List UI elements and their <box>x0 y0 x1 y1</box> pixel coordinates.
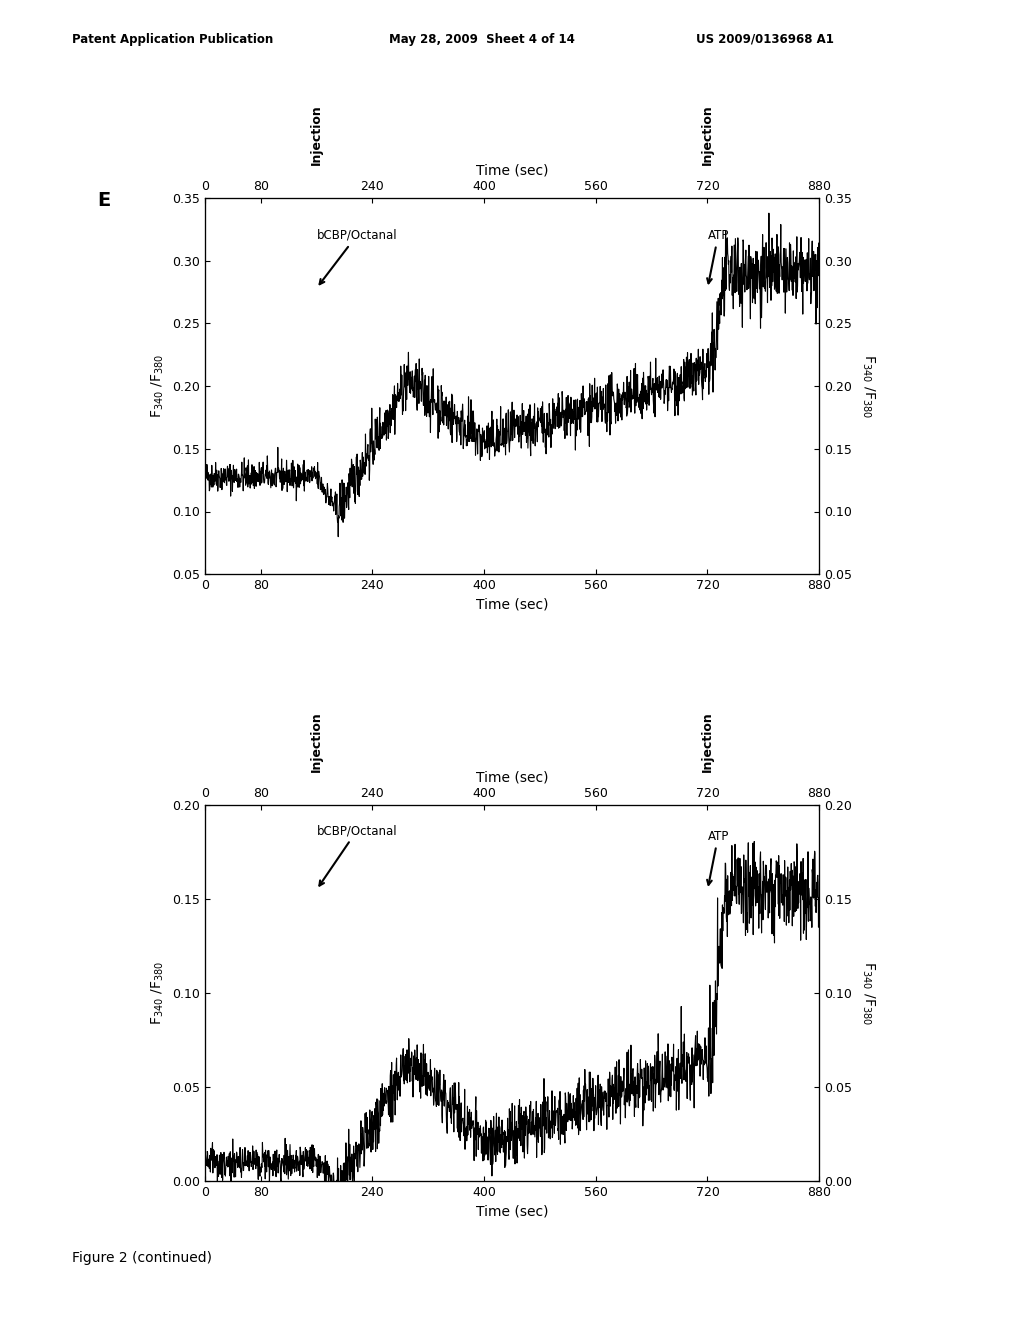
Text: Injection: Injection <box>701 711 714 772</box>
Text: Injection: Injection <box>701 104 714 165</box>
Text: bCBP/Octanal: bCBP/Octanal <box>316 228 397 284</box>
Y-axis label: F$_{340}$ /F$_{380}$: F$_{340}$ /F$_{380}$ <box>860 354 877 418</box>
Text: Figure 2 (continued): Figure 2 (continued) <box>72 1250 212 1265</box>
Text: Injection: Injection <box>310 711 323 772</box>
Y-axis label: F$_{340}$ /F$_{380}$: F$_{340}$ /F$_{380}$ <box>150 961 166 1026</box>
X-axis label: Time (sec): Time (sec) <box>476 1205 548 1218</box>
Text: US 2009/0136968 A1: US 2009/0136968 A1 <box>696 33 835 46</box>
Text: ATP: ATP <box>708 830 729 884</box>
Text: E: E <box>97 191 111 210</box>
Text: May 28, 2009  Sheet 4 of 14: May 28, 2009 Sheet 4 of 14 <box>389 33 575 46</box>
Text: bCBP/Octanal: bCBP/Octanal <box>316 824 397 886</box>
Text: ATP: ATP <box>708 228 729 284</box>
X-axis label: Time (sec): Time (sec) <box>476 598 548 611</box>
X-axis label: Time (sec): Time (sec) <box>476 771 548 785</box>
X-axis label: Time (sec): Time (sec) <box>476 164 548 178</box>
Text: Injection: Injection <box>310 104 323 165</box>
Text: Patent Application Publication: Patent Application Publication <box>72 33 273 46</box>
Y-axis label: F$_{340}$ /F$_{380}$: F$_{340}$ /F$_{380}$ <box>860 961 877 1026</box>
Y-axis label: F$_{340}$ /F$_{380}$: F$_{340}$ /F$_{380}$ <box>150 354 166 418</box>
